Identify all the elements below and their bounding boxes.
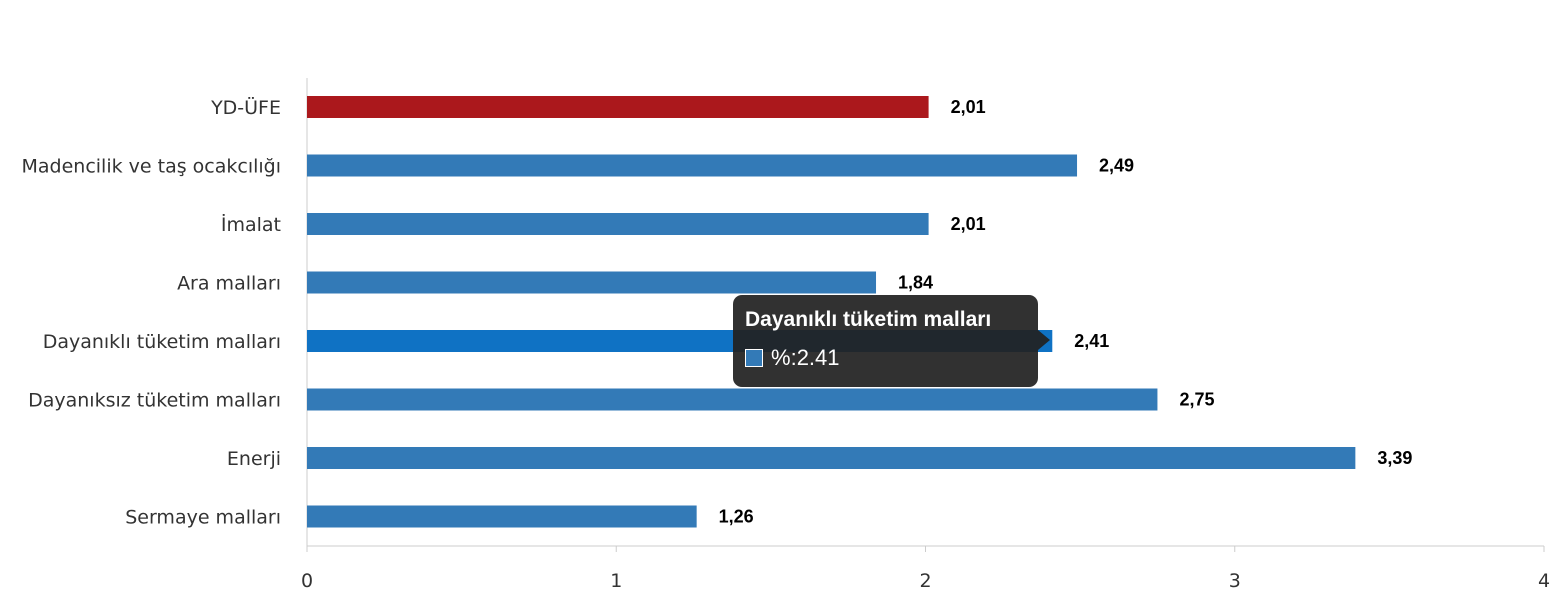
tooltip-separator: : <box>790 345 797 370</box>
bar <box>307 388 1158 411</box>
tooltip-series-label: % <box>771 345 791 370</box>
category-label: Dayanıklı tüketim malları <box>43 331 281 353</box>
bar <box>307 271 877 294</box>
category-label: Sermaye malları <box>125 507 281 529</box>
tooltip-series-swatch <box>745 349 763 367</box>
bar <box>307 505 697 528</box>
data-label: 1,84 <box>898 273 933 293</box>
tooltip-title: Dayanıklı tüketim malları <box>745 308 992 331</box>
data-label: 2,49 <box>1099 156 1134 176</box>
category-label: Madencilik ve taş ocakcılığı <box>22 156 282 178</box>
x-tick-label: 1 <box>610 570 622 592</box>
tooltip-row: %: 2.41 <box>745 345 1026 371</box>
bar <box>307 447 1356 469</box>
data-label: 1,26 <box>719 507 754 527</box>
data-label: 2,01 <box>951 97 986 117</box>
tooltip: Dayanıklı tüketim malları %: 2.41 <box>733 295 1050 387</box>
category-label: İmalat <box>221 213 281 236</box>
tooltip-value: 2.41 <box>796 345 840 370</box>
x-tick-label: 3 <box>1229 570 1241 592</box>
data-label: 2,41 <box>1074 331 1109 351</box>
category-label: YD-ÜFE <box>210 96 281 119</box>
data-label: 3,39 <box>1377 448 1412 468</box>
bar <box>307 213 929 235</box>
bar <box>307 96 929 118</box>
data-label: 2,01 <box>951 214 986 234</box>
x-tick-label: 2 <box>919 570 931 592</box>
x-tick-label: 4 <box>1538 570 1550 592</box>
category-label: Ara malları <box>177 273 281 295</box>
category-label: Dayanıksız tüketim malları <box>28 390 281 412</box>
x-tick-label: 0 <box>301 570 313 592</box>
bar <box>307 154 1078 177</box>
tooltip-pointer <box>1038 330 1050 350</box>
data-label: 2,75 <box>1179 390 1214 410</box>
category-label: Enerji <box>227 448 281 470</box>
